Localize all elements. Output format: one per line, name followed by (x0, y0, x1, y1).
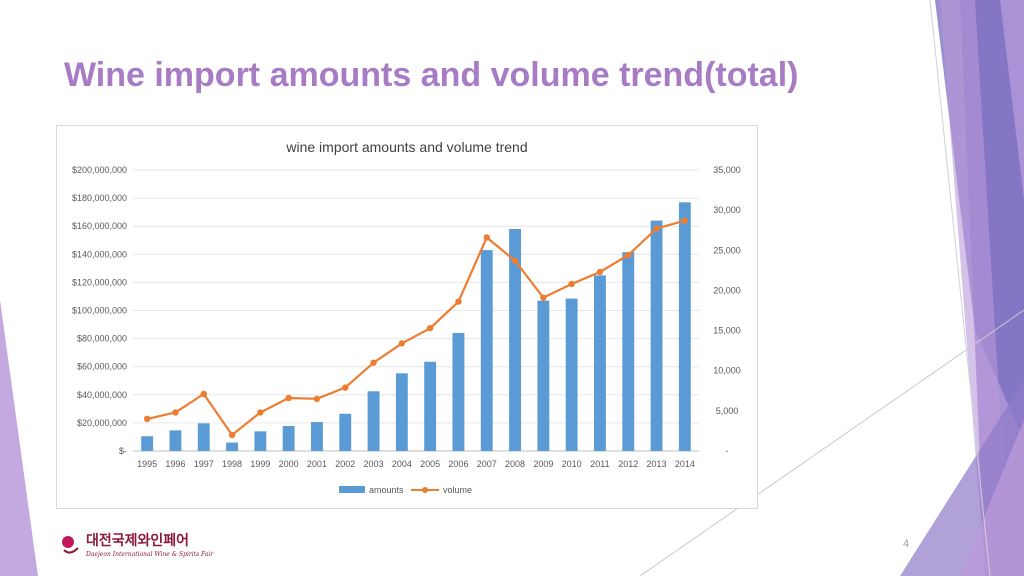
point-volume (200, 390, 207, 398)
x-tick-label: 2007 (477, 459, 497, 469)
bar-amounts (282, 425, 295, 451)
y-left-tick-label: $- (119, 446, 127, 456)
fair-logo: 대전국제와인페어 Daejeon International Wine & Sp… (62, 532, 214, 558)
deco-line-2 (929, 0, 991, 576)
y-right-tick-label: 15,000 (713, 326, 741, 336)
legend-swatch-amounts (339, 486, 365, 493)
point-volume (568, 280, 575, 288)
y-right-tick-label: 10,000 (713, 366, 741, 376)
bar-amounts (452, 332, 465, 451)
x-tick-label: 1998 (222, 459, 242, 469)
point-volume (313, 395, 321, 403)
point-volume (342, 384, 349, 391)
y-left-tick-label: $80,000,000 (77, 334, 127, 344)
point-volume (370, 359, 377, 366)
y-right-tick-label: 35,000 (713, 165, 741, 175)
point-volume (257, 409, 264, 416)
bar-amounts (226, 442, 238, 451)
x-tick-label: 2012 (618, 459, 638, 469)
point-volume (285, 394, 292, 402)
point-volume (596, 268, 604, 276)
x-tick-label: 2002 (335, 459, 355, 469)
x-tick-label: 2003 (364, 459, 384, 469)
point-volume (143, 415, 151, 423)
point-volume (653, 225, 660, 232)
point-volume (511, 257, 519, 264)
chart-frame: wine import amounts and volume trend $- $2… (56, 125, 758, 509)
y-right-tick-label: - (726, 446, 729, 456)
x-tick-label: 2001 (307, 459, 327, 469)
logo-sub-text: Daejeon International Wine & Spirits Fai… (85, 551, 214, 558)
point-volume (398, 340, 406, 347)
x-tick-label: 1999 (250, 459, 270, 469)
y-right-tick-label: 25,000 (713, 245, 741, 255)
x-tick-label: 2000 (279, 459, 299, 469)
bar-amounts (650, 220, 663, 451)
legend-label-amounts: amounts (369, 485, 404, 495)
x-tick-label: 2011 (590, 459, 609, 469)
x-tick-label: 2009 (533, 459, 553, 469)
legend-label-volume: volume (443, 485, 472, 495)
deco-shape-5 (960, 420, 1024, 576)
bar-amounts (197, 423, 210, 451)
point-volume (681, 217, 689, 224)
x-tick-label: 2005 (420, 459, 440, 469)
bar-amounts (311, 422, 323, 451)
y-left-tick-label: $160,000,000 (72, 221, 127, 231)
x-tick-label: 1996 (165, 459, 185, 469)
bar-amounts (537, 300, 550, 451)
x-tick-label: 2006 (448, 459, 468, 469)
slide-title: Wine import amounts and volume trend(tot… (64, 56, 799, 94)
chart-svg: wine import amounts and volume trend $- $2… (72, 139, 741, 495)
point-volume (172, 409, 179, 416)
line-volume (146, 219, 686, 437)
x-tick-label: 2010 (562, 459, 582, 469)
bar-amounts (509, 229, 521, 451)
bar-amounts (254, 431, 267, 451)
x-tick-label: 1995 (137, 459, 157, 469)
deco-shape-left (0, 300, 38, 576)
chart-title: wine import amounts and volume trend (285, 139, 527, 155)
legend-swatch-volume-marker (422, 487, 428, 493)
y-left-tick-label: $120,000,000 (72, 277, 127, 287)
y-left-tick-label: $140,000,000 (72, 249, 127, 259)
bar-amounts (169, 430, 182, 451)
bar-amounts (622, 252, 635, 451)
y-left-tick-label: $60,000,000 (77, 362, 127, 372)
bar-amounts (141, 436, 154, 451)
bar-amounts (565, 298, 578, 451)
point-volume (228, 431, 236, 439)
y-right-tick-label: 5,000 (716, 406, 739, 416)
y-right-tick-label: 20,000 (713, 285, 741, 295)
bar-amounts (367, 391, 380, 451)
bar-amounts (678, 202, 691, 451)
y-right-tick-label: 30,000 (713, 205, 741, 215)
y-left-tick-label: $180,000,000 (72, 193, 127, 203)
logo-emblem-icon (62, 536, 74, 548)
x-tick-label: 2014 (675, 459, 695, 469)
bar-amounts (424, 361, 437, 451)
x-tick-label: 1997 (194, 459, 214, 469)
x-tick-label: 2013 (647, 459, 667, 469)
y-left-tick-label: $40,000,000 (77, 390, 127, 400)
x-tick-label: 2004 (392, 459, 412, 469)
x-tick-label: 2008 (505, 459, 525, 469)
bar-amounts (594, 275, 606, 451)
logo-main-text: 대전국제와인페어 (86, 532, 189, 549)
y-left-tick-label: $100,000,000 (72, 306, 127, 316)
point-volume (625, 251, 632, 259)
point-volume (483, 234, 490, 241)
point-volume (455, 298, 462, 305)
point-volume (426, 324, 434, 332)
y-left-tick-label: $200,000,000 (72, 165, 127, 175)
bar-amounts (339, 413, 352, 451)
bar-amounts (480, 250, 493, 451)
slide-number: 4 (903, 538, 910, 550)
deco-line-1 (639, 309, 1024, 576)
bar-amounts (395, 373, 408, 451)
y-left-tick-label: $20,000,000 (77, 418, 127, 428)
point-volume (540, 294, 547, 301)
